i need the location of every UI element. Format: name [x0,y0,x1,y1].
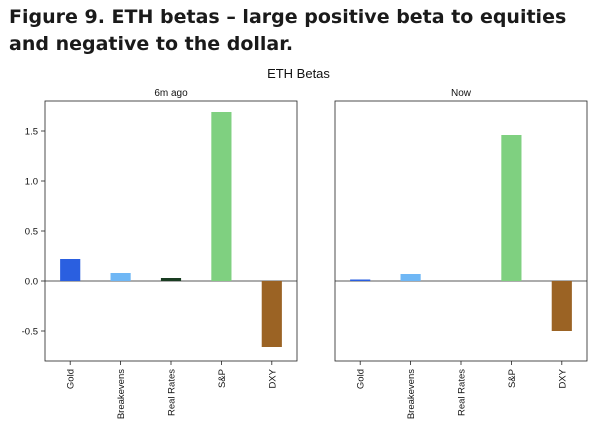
x-tick-label: Gold [66,369,77,389]
chart-suptitle: ETH Betas [267,66,330,81]
figure-title: Figure 9. ETH betas – large positive bet… [9,6,567,55]
x-tick-label: DXY [557,368,568,388]
panel-now: Now Gold Breakevens Real Rates S&P DXY [334,88,588,419]
x-tick-label: S&P [507,369,518,388]
panel-title: Now [451,88,472,99]
x-tick-label: Breakevens [116,369,127,419]
x-tick-label: Real Rates [167,369,178,416]
bar-breakevens [110,273,131,281]
bar-dxy [551,281,572,331]
y-tick-label: 0.5 [25,227,38,238]
x-tick-label: Breakevens [406,369,417,419]
y-tick-label: -0.5 [22,327,38,338]
panel-6m-ago: 6m ago -0.5 0.0 0.5 1.0 1.5 Gold Breakevens Real… [22,88,298,419]
bar-breakevens [400,274,421,281]
bar-real-rates [160,278,182,281]
plot-frame [334,100,588,362]
bar-sandp [501,135,522,281]
panel-title: 6m ago [154,88,188,99]
x-tick-label: DXY [267,368,278,388]
bar-sandp [211,112,232,281]
y-tick-label: 1.0 [25,177,38,188]
bar-gold [350,279,371,281]
bar-gold [60,259,81,281]
y-tick-label: 1.5 [25,127,38,138]
y-tick-label: 0.0 [25,277,38,288]
plot-frame [44,100,298,362]
x-tick-label: Real Rates [457,369,468,416]
x-tick-label: Gold [356,369,367,389]
x-tick-label: S&P [217,369,228,388]
bar-dxy [261,281,282,347]
